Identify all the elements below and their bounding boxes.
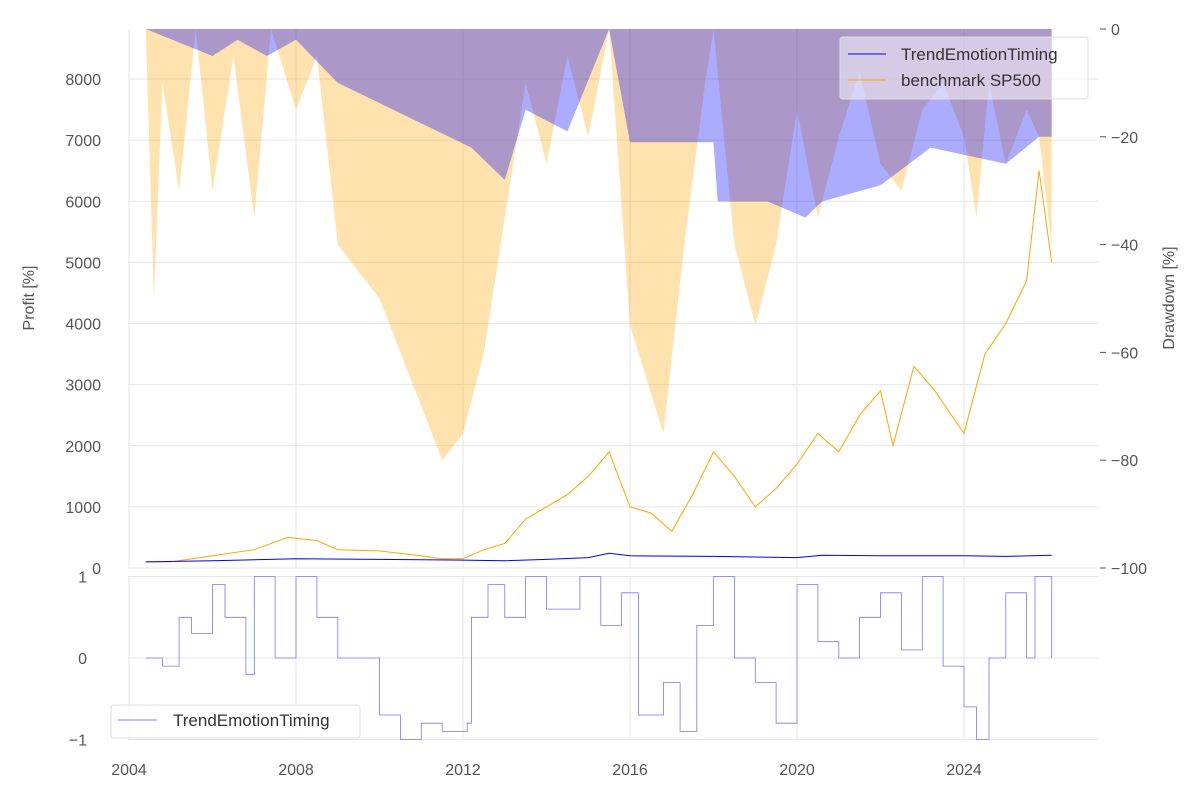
- x-tick-label: 2004: [111, 762, 147, 779]
- y-tick-label-left: 2000: [65, 439, 101, 456]
- y-axis-label-left: Profit [%]: [21, 266, 38, 331]
- y-tick-label-right: −80: [1111, 453, 1138, 470]
- x-tick-label: 2020: [779, 762, 815, 779]
- y-tick-label-left: 6000: [65, 194, 101, 211]
- y-tick-label-signal: −1: [69, 733, 87, 750]
- legend-label-benchmark: benchmark SP500: [901, 71, 1041, 90]
- y-tick-label-signal: 0: [78, 651, 87, 668]
- y-axis-label-right: Drawdown [%]: [1161, 246, 1178, 349]
- y-tick-label-right: −60: [1111, 345, 1138, 362]
- x-tick-label: 2016: [612, 762, 648, 779]
- x-tick-label: 2012: [445, 762, 481, 779]
- benchmark-profit-line: [145, 170, 1053, 563]
- tick-labels: 2004 2008 2012 2016 2020 2024 0 1000 2000 3000 400…: [65, 22, 1147, 779]
- legend-label-strategy: TrendEmotionTiming: [901, 45, 1058, 64]
- legend-bottom: TrendEmotionTiming: [110, 704, 361, 739]
- y-tick-label-signal: 1: [78, 570, 87, 587]
- x-tick-label: 2008: [278, 762, 314, 779]
- legend-top: TrendEmotionTiming benchmark SP500: [839, 36, 1089, 100]
- y-tick-label-left: 0: [92, 561, 101, 578]
- y-tick-label-left: 5000: [65, 255, 101, 272]
- signal-line: [145, 576, 1053, 740]
- y-tick-label-left: 3000: [65, 378, 101, 395]
- benchmark-drawdown-area: [145, 29, 1052, 461]
- strategy-drawdown-area: [145, 29, 1052, 218]
- profit-lines: [145, 170, 1053, 740]
- y-tick-label-right: −20: [1111, 130, 1138, 147]
- strategy-profit-line: [145, 552, 1052, 563]
- y-tick-label-left: 7000: [65, 133, 101, 150]
- y-tick-label-right: 0: [1111, 22, 1120, 39]
- legend-label-signal: TrendEmotionTiming: [173, 711, 330, 730]
- y-tick-label-right: −100: [1111, 561, 1147, 578]
- y-tick-label-left: 1000: [65, 500, 101, 517]
- drawdown-areas: [145, 29, 1052, 461]
- y-tick-label-right: −40: [1111, 238, 1138, 255]
- x-tick-label: 2024: [946, 762, 982, 779]
- y-tick-label-left: 8000: [65, 72, 101, 89]
- y-tick-label-left: 4000: [65, 317, 101, 334]
